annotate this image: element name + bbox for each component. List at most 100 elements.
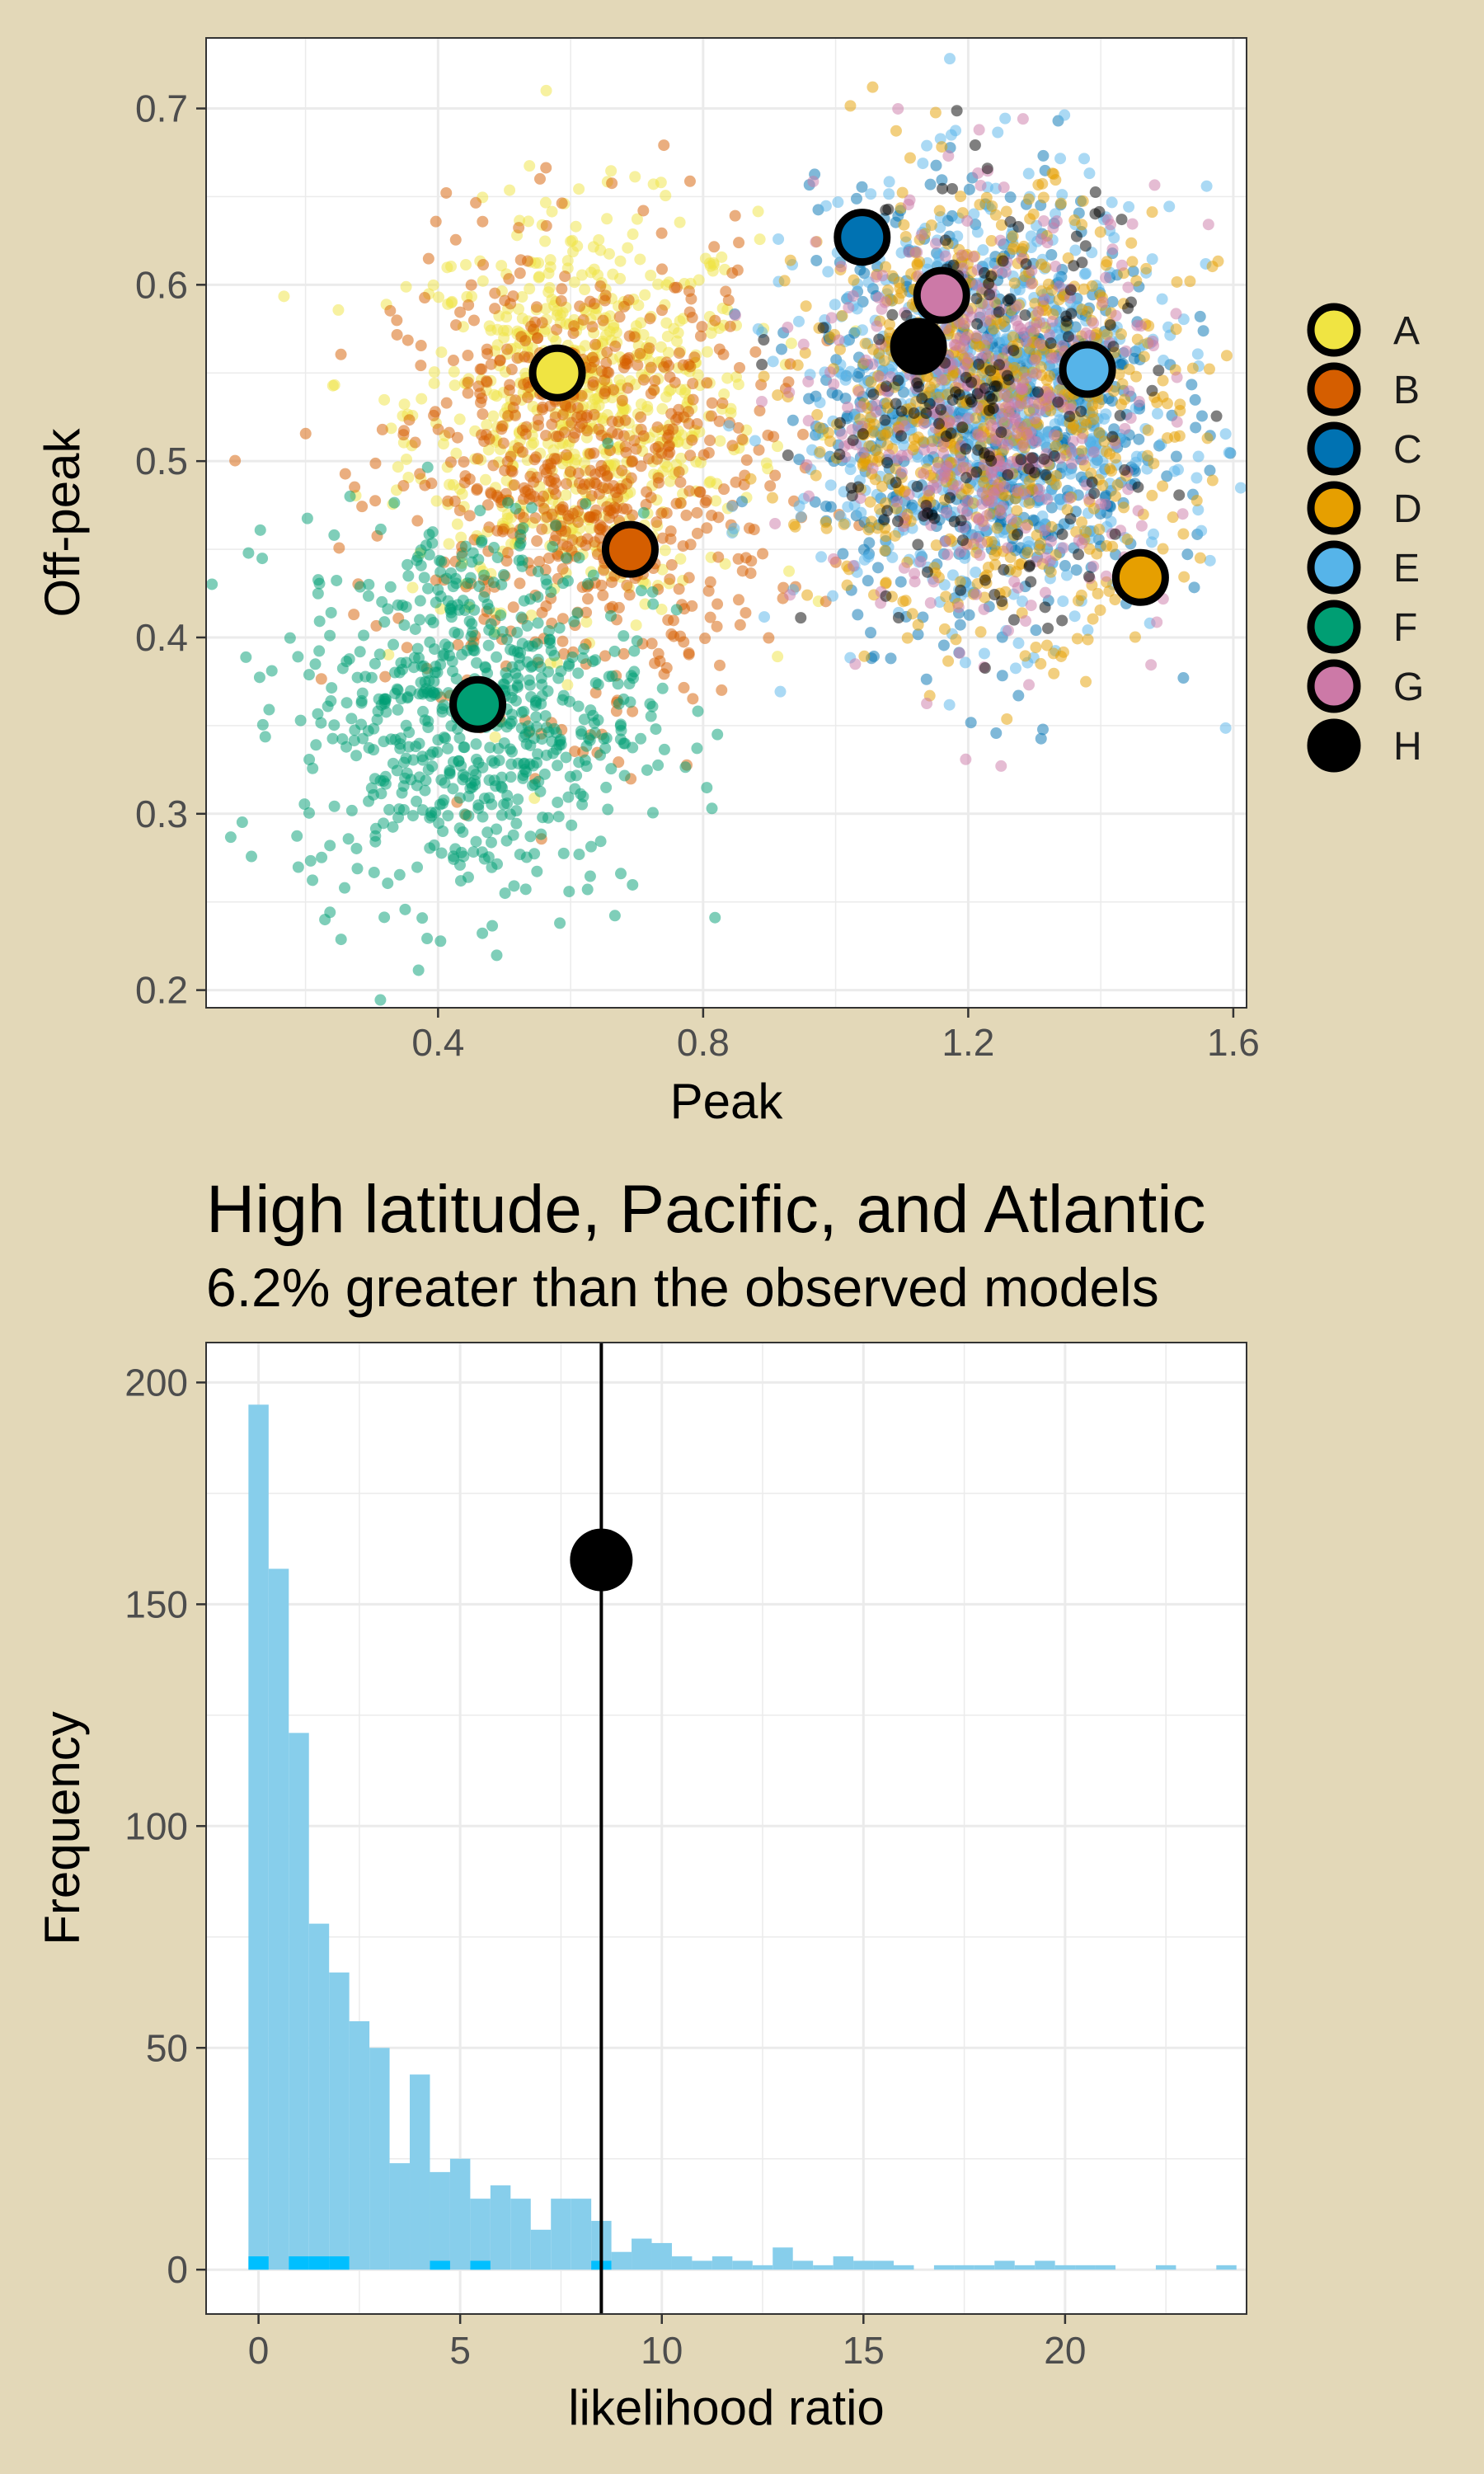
legend-key-g (1307, 659, 1361, 713)
scatter-point (1021, 396, 1034, 408)
scatter-point (924, 597, 937, 609)
scatter-point (664, 573, 676, 586)
scatter-point (683, 406, 695, 418)
scatter-point (540, 162, 552, 174)
scatter-point (335, 348, 347, 360)
scatter-point (1168, 430, 1181, 443)
scatter-point (1067, 435, 1079, 448)
histogram-x-tick-label: 5 (449, 2329, 471, 2372)
scatter-point (437, 825, 449, 837)
scatter-point (603, 670, 615, 683)
scatter-point (826, 387, 838, 399)
scatter-point (307, 762, 319, 774)
scatter-point (732, 594, 744, 606)
scatter-point (1093, 205, 1106, 218)
scatter-point (1145, 659, 1158, 671)
scatter-point (1036, 258, 1048, 270)
scatter-point (632, 299, 645, 312)
scatter-point (560, 751, 572, 764)
scatter-point (1050, 174, 1062, 186)
scatter-point (674, 553, 687, 565)
scatter-point (1042, 622, 1054, 634)
scatter-point (732, 379, 744, 391)
scatter-point (515, 611, 528, 623)
scatter-point (711, 598, 724, 610)
scatter-point (674, 476, 687, 488)
scatter-point (444, 650, 456, 662)
scatter-point (453, 755, 465, 767)
scatter-point (315, 673, 327, 685)
scatter-point (752, 323, 764, 336)
scatter-point (963, 609, 975, 621)
scatter-point (911, 257, 923, 270)
histogram-bar (470, 2199, 491, 2270)
scatter-point (542, 474, 555, 487)
scatter-point (766, 492, 778, 504)
legend-label-f: F (1393, 606, 1417, 650)
scatter-point (539, 235, 552, 247)
scatter-point (1146, 253, 1158, 266)
scatter-point (929, 238, 942, 250)
scatter-point (678, 681, 690, 694)
scatter-point (569, 783, 581, 795)
scatter-point (683, 285, 695, 298)
scatter-point (584, 295, 596, 308)
scatter-point (663, 360, 675, 372)
scatter-point (574, 300, 586, 313)
scatter-point (546, 205, 558, 218)
scatter-point (482, 444, 495, 456)
scatter-point (438, 731, 450, 743)
scatter-point (510, 409, 522, 421)
scatter-point (1133, 396, 1145, 408)
scatter-point (510, 817, 523, 830)
scatter-point (578, 713, 590, 726)
scatter-point (802, 415, 815, 427)
scatter-point (560, 489, 572, 501)
scatter-point (1086, 476, 1098, 488)
scatter-point (801, 459, 813, 471)
scatter-point (1017, 595, 1029, 608)
scatter-point (960, 753, 972, 765)
scatter-point (498, 737, 510, 750)
scatter-point (486, 798, 498, 811)
scatter-point (635, 732, 647, 745)
scatter-point (1030, 624, 1042, 637)
scatter-point (333, 542, 345, 554)
scatter-point (732, 553, 744, 565)
scatter-point (1004, 293, 1017, 305)
scatter-point (1131, 333, 1144, 346)
scatter-point (324, 906, 336, 919)
scatter-point (1055, 650, 1068, 662)
scatter-point (691, 527, 703, 539)
scatter-point (998, 563, 1010, 576)
scatter-point (754, 233, 766, 246)
scatter-point (1103, 585, 1115, 597)
scatter-point (862, 551, 875, 563)
scatter-point (879, 544, 891, 557)
scatter-point (1105, 515, 1117, 528)
scatter-point (985, 454, 998, 467)
scatter-point (616, 464, 628, 477)
scatter-point (531, 865, 543, 877)
scatter-point (939, 234, 951, 247)
scatter-point (1181, 548, 1194, 561)
scatter-point (683, 647, 695, 659)
scatter-point (387, 821, 399, 833)
scatter-point (970, 330, 983, 342)
scatter-point (769, 517, 782, 529)
scatter-point (278, 290, 290, 303)
scatter-point (378, 911, 391, 924)
scatter-point (1157, 480, 1169, 492)
scatter-point (1093, 524, 1106, 536)
scatter-point (1015, 454, 1027, 466)
scatter-point (585, 490, 598, 502)
scatter-point (444, 764, 456, 777)
scatter-point (383, 803, 396, 816)
scatter-point (723, 420, 735, 432)
scatter-point (416, 912, 429, 924)
scatter-point (536, 403, 548, 416)
scatter-point (528, 454, 541, 466)
scatter-point (542, 811, 554, 824)
legend-label-a: A (1393, 309, 1420, 353)
scatter-point (628, 645, 641, 657)
